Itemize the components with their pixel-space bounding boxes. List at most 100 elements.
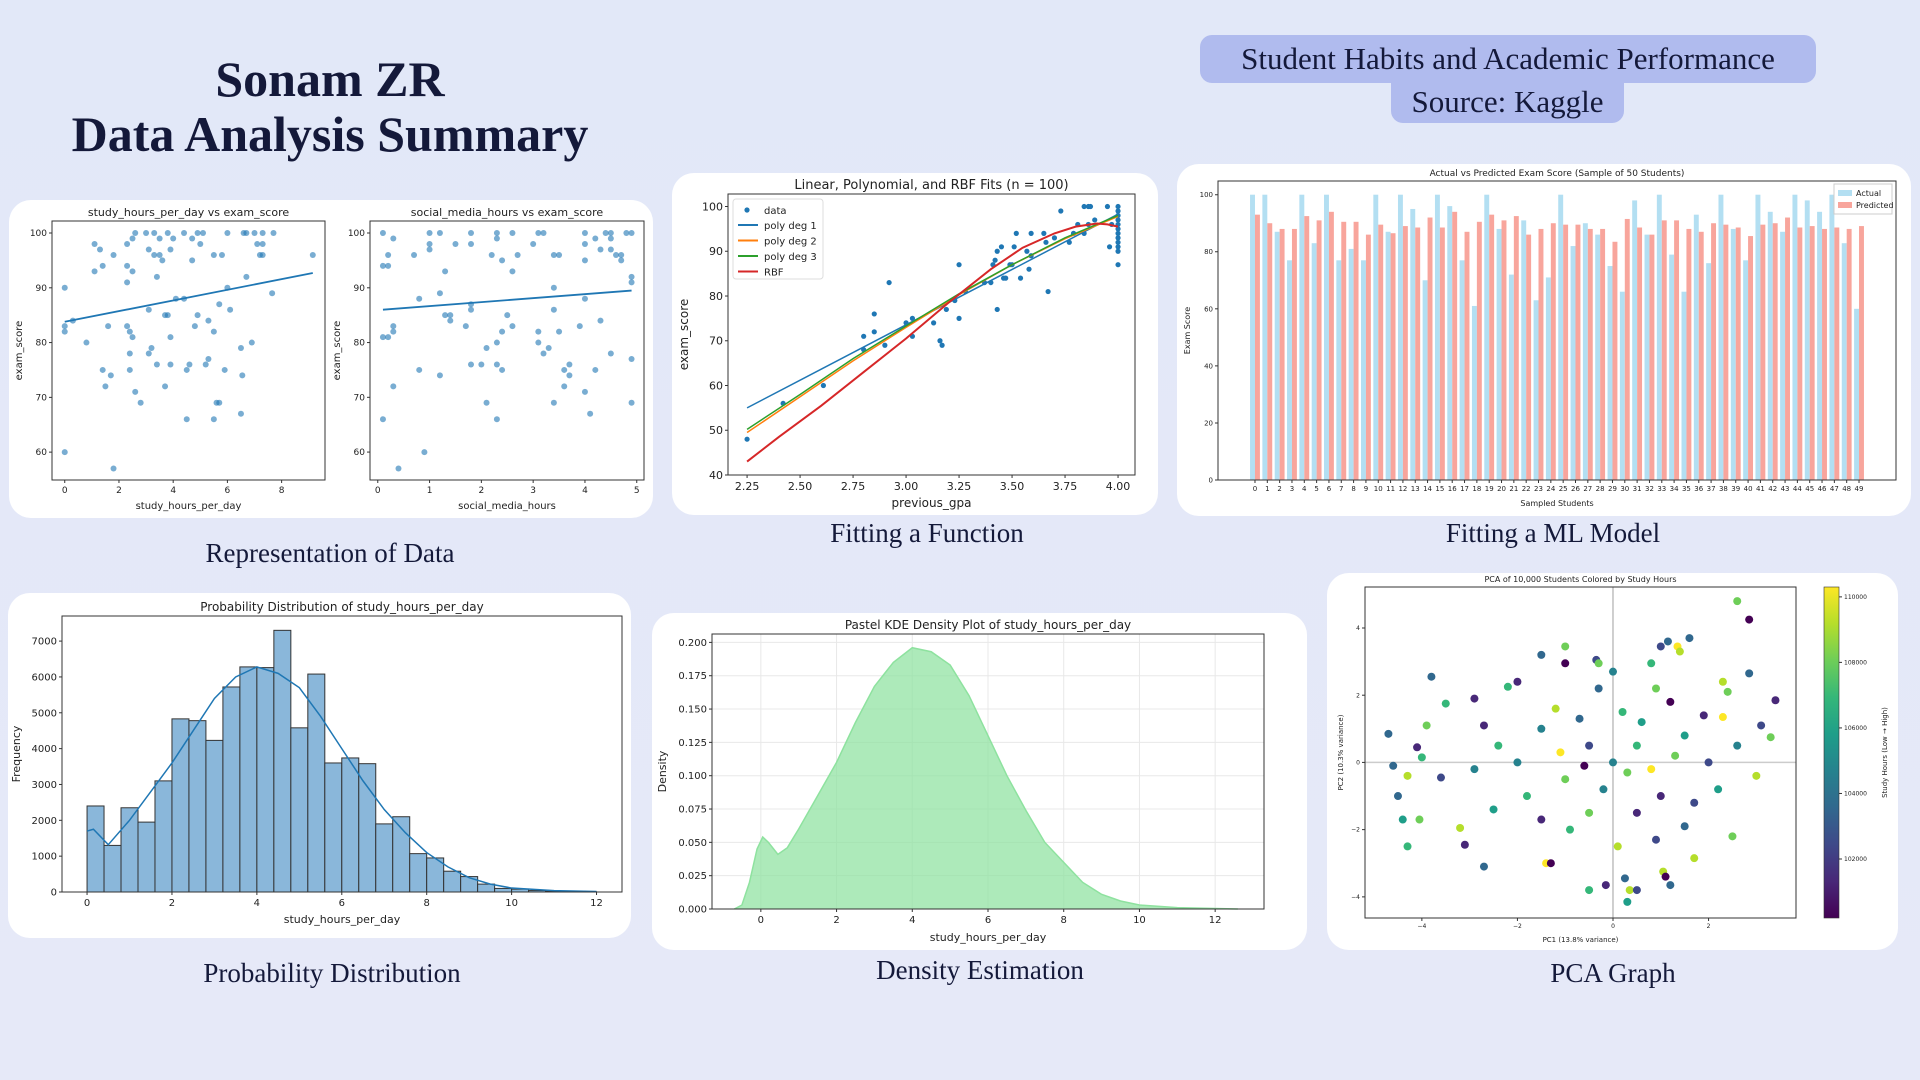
x-tick-label: 8: [424, 898, 430, 909]
x-tick-label: 0: [62, 486, 68, 496]
x-tick-label: 6: [225, 486, 231, 496]
histogram-bar: [409, 853, 428, 893]
y-tick-label: 2: [1356, 692, 1360, 699]
data-point: [1503, 682, 1512, 691]
data-point: [145, 246, 152, 253]
card-fitting-function: Linear, Polynomial, and RBF Fits (n = 10…: [672, 173, 1158, 515]
bar-predicted: [1674, 220, 1680, 480]
x-tick-label: 20: [1497, 485, 1506, 493]
histogram-bar: [324, 762, 343, 893]
x-tick-label: 21: [1509, 485, 1518, 493]
data-point: [91, 268, 98, 275]
x-tick-label: 41: [1756, 485, 1765, 493]
y-tick-label: 4000: [32, 744, 57, 755]
data-point: [218, 251, 225, 258]
bar-predicted: [1822, 228, 1827, 480]
data-point: [61, 449, 68, 456]
bar-actual: [1311, 243, 1317, 480]
data-point: [499, 257, 506, 264]
data-point: [556, 328, 563, 335]
x-tick-label: 2.75: [841, 480, 866, 493]
x-tick-label: 29: [1608, 485, 1617, 493]
bar-actual: [1422, 280, 1428, 480]
data-point: [205, 317, 212, 324]
data-point: [1479, 862, 1488, 871]
histogram-bar: [171, 718, 190, 893]
data-point: [576, 323, 583, 330]
data-point: [607, 235, 614, 242]
data-point: [1656, 792, 1665, 801]
y-tick-label: 0: [1356, 760, 1360, 767]
data-point: [61, 284, 68, 291]
data-point: [1058, 208, 1064, 214]
data-point: [1733, 741, 1742, 750]
data-point: [259, 240, 266, 247]
histogram-bar: [154, 780, 173, 893]
y-axis-label: Frequency: [10, 725, 23, 782]
bar-actual: [1287, 260, 1292, 480]
y-tick-label: 0.175: [678, 671, 707, 682]
x-tick-label: 3.25: [947, 480, 972, 493]
bar-actual: [1459, 260, 1465, 480]
histogram-bar: [494, 887, 513, 893]
data-point: [1043, 239, 1049, 245]
bar-predicted: [1464, 231, 1470, 480]
data-point: [1680, 822, 1689, 831]
data-point: [126, 366, 133, 373]
y-tick-label: 70: [354, 393, 366, 403]
data-point: [162, 383, 169, 390]
x-tick-label: 2: [1707, 923, 1711, 930]
bar-predicted: [1304, 216, 1310, 480]
data-point: [124, 240, 131, 247]
x-tick-label: 3: [1290, 485, 1294, 493]
data-point: [581, 257, 588, 264]
data-point: [514, 251, 521, 258]
histogram-bar: [477, 883, 496, 893]
y-tick-label: 80: [354, 339, 366, 349]
data-point: [1594, 659, 1603, 668]
page-title: Sonam ZR Data Analysis Summary: [30, 52, 630, 162]
colorbar-tick-label: 110000: [1844, 594, 1867, 601]
data-point: [205, 355, 212, 362]
x-tick-label: 0: [375, 486, 381, 496]
data-point: [628, 273, 635, 280]
bar-predicted: [1711, 223, 1717, 480]
x-tick-label: 17: [1460, 485, 1469, 493]
data-point: [259, 251, 266, 258]
legend-label: RBF: [764, 268, 784, 279]
bar-actual: [1656, 194, 1662, 481]
bar-actual: [1767, 211, 1773, 480]
bar-actual: [1397, 194, 1403, 481]
data-point: [992, 257, 998, 263]
data-point: [61, 328, 68, 335]
x-tick-label: 27: [1583, 485, 1592, 493]
data-point: [1599, 785, 1608, 794]
caption-representation: Representation of Data: [205, 538, 455, 568]
plot-frame: [369, 220, 645, 481]
data-point: [110, 465, 117, 472]
bar-predicted: [1316, 220, 1322, 480]
card-probability: Probability Distribution of study_hours_…: [8, 593, 631, 938]
data-point: [148, 345, 155, 352]
y-tick-label: 1000: [32, 852, 57, 863]
data-point: [939, 342, 945, 348]
x-tick-label: 0: [1253, 485, 1257, 493]
data-point: [194, 312, 201, 319]
data-point: [540, 230, 547, 237]
x-tick-label: 4: [582, 486, 588, 496]
data-point: [1422, 721, 1431, 730]
data-point: [129, 334, 136, 341]
data-point: [251, 230, 258, 237]
bar-actual: [1508, 274, 1514, 480]
x-axis-label: study_hours_per_day: [284, 913, 401, 926]
y-tick-label: 60: [36, 448, 48, 458]
bar-actual: [1336, 260, 1342, 480]
x-tick-label: 2: [833, 915, 839, 926]
x-tick-label: 47: [1830, 485, 1839, 493]
histogram-bar: [307, 673, 326, 893]
colorbar-label: Study Hours (Low → High): [1881, 707, 1889, 798]
data-point: [1561, 659, 1570, 668]
data-point: [581, 295, 588, 302]
data-point: [1104, 203, 1111, 210]
data-point: [1580, 761, 1589, 770]
